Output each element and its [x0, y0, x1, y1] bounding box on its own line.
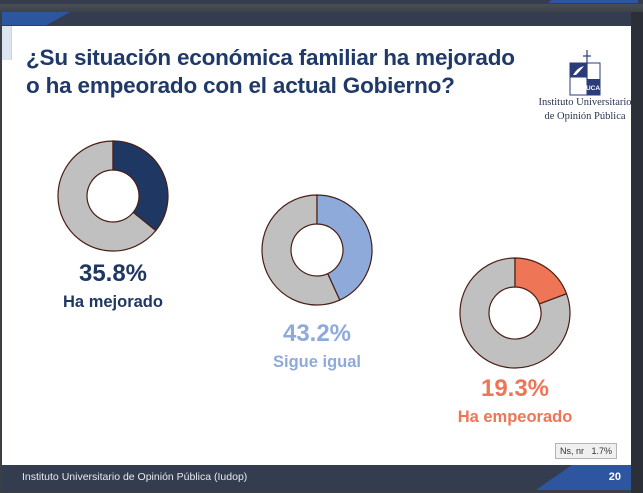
donut-slice-rest-mejorado [57, 140, 157, 252]
donut-block-empeorado: 19.3% Ha empeorado [440, 257, 590, 428]
category-label-empeorado: Ha empeorado [457, 408, 573, 426]
percent-label-empeorado: 19.3% [480, 375, 550, 402]
category-label-igual: Sigue igual [272, 353, 361, 371]
donut-slice-rest-igual [261, 194, 341, 306]
donut-chart-mejorado [57, 140, 169, 252]
bottom-edge [2, 490, 631, 493]
footer-text: Instituto Universitario de Opinión Públi… [22, 471, 248, 483]
slide-title: ¿Su situación económica familiar ha mejo… [26, 44, 536, 100]
ns-nr-value: 1.7% [591, 446, 612, 456]
donut-chart-empeorado [459, 257, 571, 369]
title-line-1: ¿Su situación económica familiar ha mejo… [26, 45, 515, 70]
title-line-2: o ha empeorado con el actual Gobierno? [26, 73, 455, 98]
window-gap [0, 4, 643, 12]
header-accent [2, 12, 70, 25]
donut-chart-igual [261, 194, 373, 306]
donut-block-mejorado: 35.8% Ha mejorado [48, 140, 178, 313]
window-top-strip [0, 0, 643, 4]
category-label-mejorado: Ha mejorado [63, 293, 163, 311]
percent-label-mejorado: 35.8% [78, 260, 148, 287]
donut-slice-rest-empeorado [459, 257, 571, 369]
percent-label-igual: 43.2% [282, 320, 352, 347]
donut-slice-mejorado [112, 140, 169, 232]
page-number: 20 [608, 471, 621, 483]
logo-line-2: de Opinión Pública [544, 111, 626, 122]
ns-nr-label: Ns, nr [560, 446, 585, 456]
iudop-logo: UCA Instituto Universitario de Opinión P… [530, 50, 631, 124]
donut-block-igual: 43.2% Sigue igual [247, 194, 387, 373]
donut-slice-igual [316, 194, 373, 301]
ns-nr-note: Ns, nr 1.7% [555, 443, 617, 459]
slide-footer: Instituto Universitario de Opinión Públi… [2, 465, 631, 490]
slide: ¿Su situación económica familiar ha mejo… [2, 12, 631, 493]
logo-line-1: Instituto Universitario [538, 97, 631, 108]
uca-logo-icon: UCA [569, 50, 601, 96]
window-right-edge [631, 12, 643, 493]
top-accent [548, 0, 638, 3]
donut-slice-empeorado [514, 257, 568, 305]
side-tab [2, 26, 12, 60]
slide-header-bar [2, 12, 631, 26]
logo-mark-text: UCA [586, 85, 600, 92]
